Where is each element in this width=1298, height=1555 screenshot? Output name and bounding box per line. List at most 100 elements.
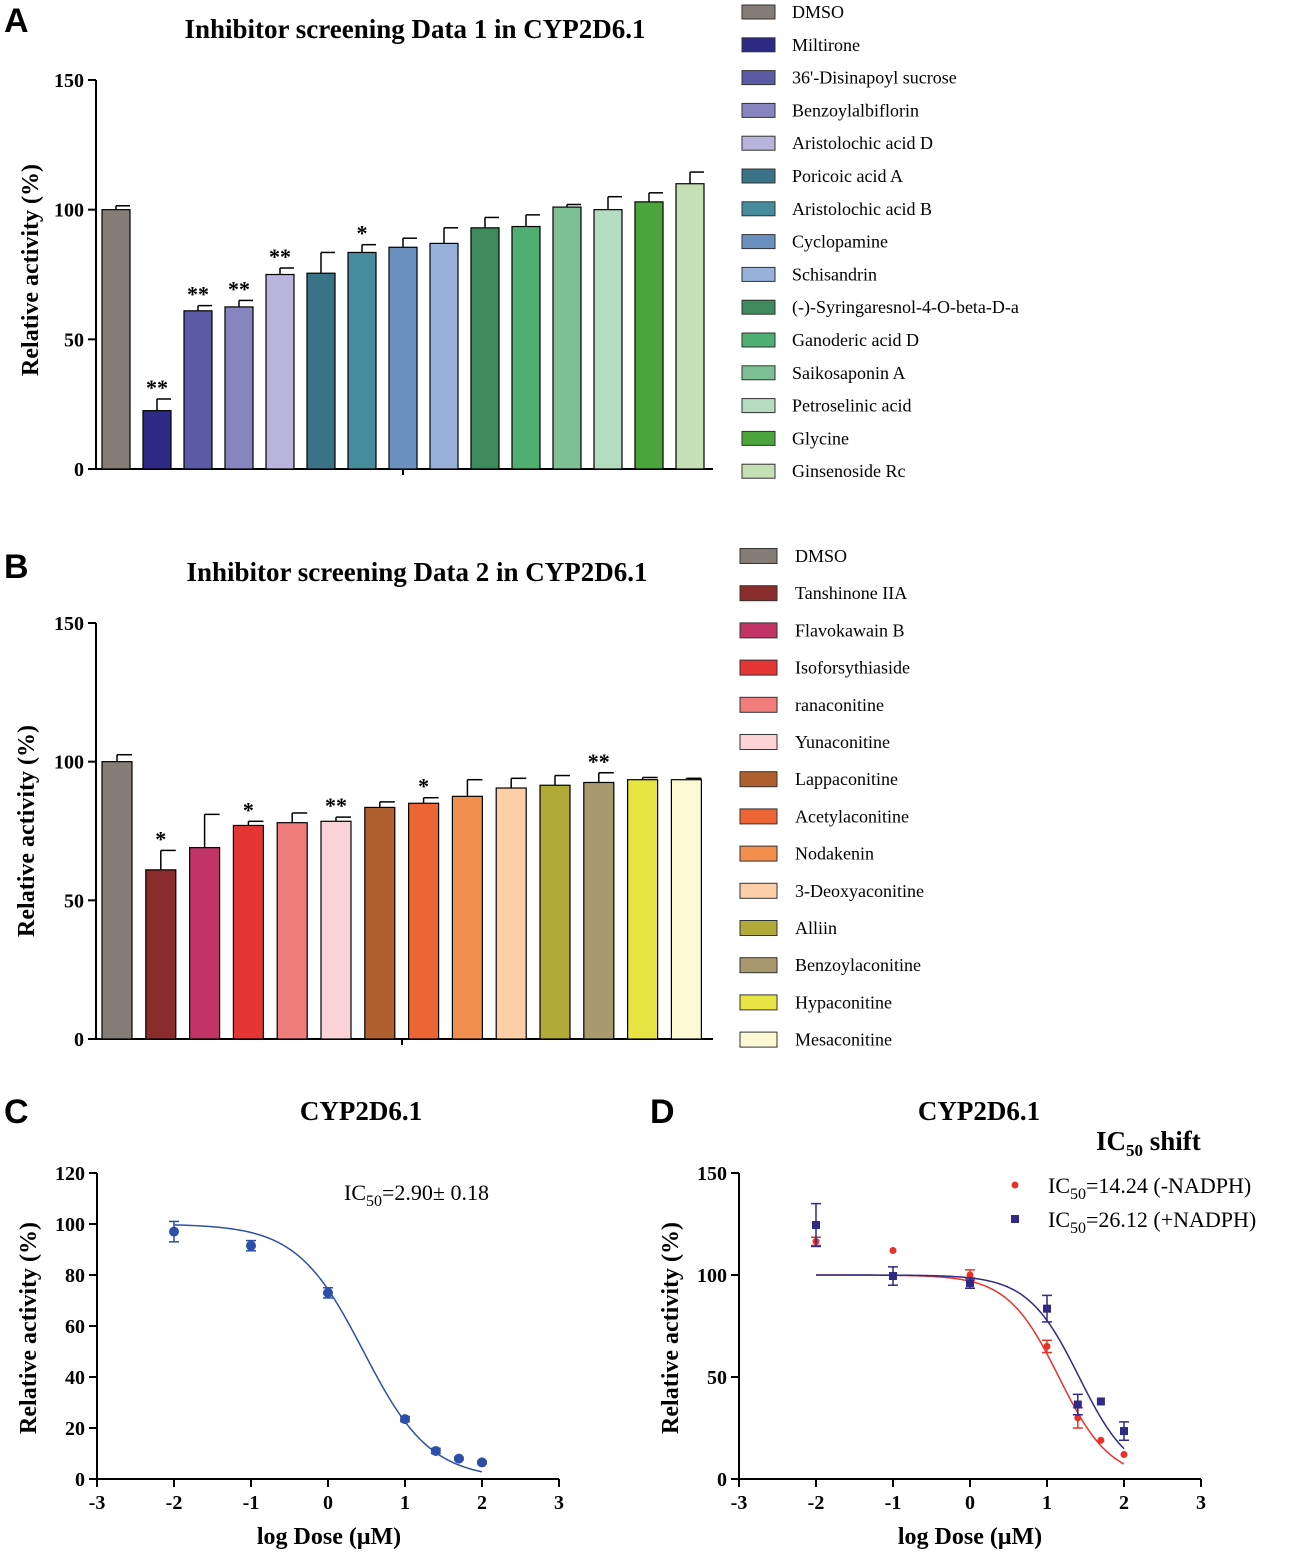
x-tick-label: -2 — [808, 1492, 825, 1514]
legend-label: Alliin — [795, 918, 837, 938]
y-axis-label-a: Relative activity (%) — [18, 164, 44, 376]
legend-swatch — [739, 696, 778, 713]
legend-a: DMSO Miltirone 36'-Disinapoyl sucrose Benzo… — [741, 2, 1019, 481]
data-point — [1097, 1436, 1105, 1444]
y-tick-label: 120 — [55, 1163, 85, 1185]
legend-label: Petroselinic acid — [792, 396, 911, 416]
bar — [388, 246, 418, 470]
x-tick-label: 2 — [1119, 1492, 1129, 1514]
y-axis-label-d: Relative activity (%) — [658, 1222, 684, 1434]
significance-label: ** — [269, 244, 291, 269]
x-tick-label: -2 — [166, 1492, 183, 1514]
panel-b: B Inhibitor screening Data 2 in CYP2D6.1… — [4, 546, 924, 1051]
x-tick-label: 1 — [1042, 1492, 1052, 1514]
bar — [224, 306, 254, 470]
x-tick-label: -3 — [731, 1492, 748, 1514]
data-point — [1120, 1427, 1128, 1436]
legend-label: Schisandrin — [792, 264, 877, 284]
x-tick-label: -3 — [89, 1492, 106, 1514]
legend-label-sub: 50 — [1070, 1186, 1086, 1203]
legend-label: Benzoylaconitine — [795, 955, 921, 975]
legend-label: Ginsenoside Rc — [792, 461, 905, 481]
legend-label: IC50=26.12 (+NADPH) — [1048, 1207, 1256, 1237]
legend-label: (-)-Syringaresnol-4-O-beta-D-a — [792, 297, 1019, 318]
data-point — [1073, 1400, 1082, 1409]
legend-label: Yunaconitine — [795, 732, 890, 752]
legend-swatch — [739, 994, 778, 1011]
ic50-annotation-c-rest: =2.90± 0.18 — [382, 1180, 489, 1205]
bar — [364, 806, 396, 1040]
x-tick-label: 3 — [1196, 1492, 1206, 1514]
bar — [429, 242, 459, 470]
legend-swatch — [741, 365, 776, 381]
legend-swatch — [739, 845, 778, 862]
legend-swatch — [741, 430, 776, 446]
significance-label: ** — [228, 276, 250, 301]
legend-swatch — [741, 201, 776, 217]
legend-swatch — [739, 548, 778, 564]
panel-letter-a: A — [4, 2, 29, 40]
panel-letter-b: B — [4, 548, 29, 586]
data-point — [1096, 1397, 1105, 1406]
legend-swatch — [741, 398, 776, 414]
legend-swatch — [741, 266, 776, 282]
legend-label: Tanshinone IIA — [795, 583, 907, 603]
legend-label: Acetylaconitine — [795, 806, 909, 826]
legend-swatch — [739, 957, 778, 974]
panel-letter-d: D — [650, 1093, 675, 1131]
data-point — [889, 1272, 897, 1281]
significance-label: ** — [146, 375, 168, 400]
legend-swatch — [739, 771, 778, 788]
panel-a: A Inhibitor screening Data 1 in CYP2D6.1… — [4, 2, 1019, 481]
legend-swatch — [741, 102, 776, 118]
legend-label: DMSO — [792, 2, 844, 22]
significance-label: ** — [325, 793, 347, 818]
y-tick-label: 100 — [54, 752, 84, 774]
legend-title-d-prefix: IC — [1096, 1126, 1126, 1156]
legend-swatch — [741, 299, 776, 315]
bar — [634, 201, 664, 470]
bar — [276, 822, 308, 1040]
bar — [670, 779, 703, 1040]
significance-label: ** — [187, 282, 209, 307]
y-axis-label-c: Relative activity (%) — [16, 1222, 42, 1434]
legend-swatch — [741, 135, 776, 151]
significance-label: * — [155, 826, 166, 851]
bar — [552, 206, 582, 470]
legend-swatch — [739, 585, 778, 602]
bar — [232, 824, 264, 1040]
data-point — [477, 1457, 487, 1468]
significance-label: * — [357, 221, 368, 246]
chart-title-c: CYP2D6.1 — [300, 1096, 422, 1126]
y-tick-label: 60 — [65, 1316, 85, 1338]
y-tick-label: 50 — [64, 890, 84, 912]
data-point — [966, 1279, 974, 1288]
legend-label: Benzoylalbiflorin — [792, 100, 919, 120]
legend-label: Isoforsythiaside — [795, 658, 910, 678]
bar — [101, 209, 131, 470]
data-point — [1120, 1451, 1128, 1459]
legend-swatch — [741, 168, 776, 184]
legend-label: Flavokawain B — [795, 620, 905, 640]
legend-label: Aristolochic acid B — [792, 199, 932, 219]
legend-title-d-rest: shift — [1143, 1126, 1201, 1156]
legend-swatch — [739, 659, 778, 676]
data-point — [323, 1287, 333, 1298]
panel-d: D CYP2D6.1 Relative activity (%) log Dos… — [650, 1093, 1256, 1550]
bar — [142, 410, 172, 470]
legend-label: IC50=14.24 (-NADPH) — [1048, 1173, 1251, 1203]
legend-marker — [1011, 1215, 1019, 1223]
legend-label: Hypaconitine — [795, 992, 892, 1012]
legend-label: ranaconitine — [795, 695, 884, 715]
bar — [145, 869, 177, 1040]
significance-label: ** — [588, 749, 610, 774]
y-tick-label: 50 — [64, 329, 84, 351]
x-tick-label: -1 — [243, 1492, 260, 1514]
y-tick-label: 40 — [65, 1367, 85, 1389]
x-tick-label: 0 — [323, 1492, 333, 1514]
data-point — [400, 1414, 410, 1425]
y-axis-label-b: Relative activity (%) — [14, 725, 40, 937]
bar — [189, 847, 221, 1040]
x-tick-label: -1 — [885, 1492, 902, 1514]
ic50-annotation-c: IC50=2.90± 0.18 — [344, 1180, 489, 1210]
